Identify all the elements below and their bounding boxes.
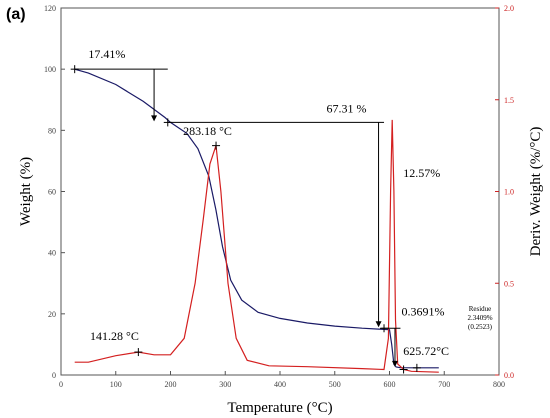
y-right-tick-label: 0.5 <box>504 279 514 288</box>
loss-1-arrowhead <box>151 115 158 122</box>
peak-2-label: 141.28 °C <box>90 329 139 343</box>
x-tick-label: 700 <box>438 380 450 389</box>
x-tick-label: 400 <box>274 380 286 389</box>
peak-3-label: 625.72°C <box>403 344 449 358</box>
plot-frame <box>60 7 500 376</box>
x-tick-label: 600 <box>384 380 396 389</box>
y-right-tick-label: 1.5 <box>504 96 514 105</box>
panel-label: (a) <box>6 6 26 23</box>
peak-1-label: 283.18 °C <box>183 124 232 138</box>
y-right-tick-label: 1.0 <box>504 188 514 197</box>
residue-extra: (0.2523) <box>468 323 493 331</box>
x-tick-label: 0 <box>59 380 63 389</box>
y-left-tick-label: 60 <box>48 188 56 197</box>
y-right-tick-label: 2.0 <box>504 4 514 13</box>
y-left-tick-label: 80 <box>48 126 56 135</box>
x-tick-label: 300 <box>219 380 231 389</box>
residue-title: Residue <box>469 305 492 313</box>
x-axis-label: Temperature (°C) <box>227 400 332 416</box>
loss-2-label: 67.31 % <box>327 101 367 115</box>
loss-2-arrowhead <box>375 321 382 328</box>
deriv-weight-curve <box>74 119 439 373</box>
weight-curve <box>74 68 439 369</box>
loss-1-label: 17.41% <box>88 47 125 61</box>
loss-4-arrowhead <box>391 360 398 367</box>
y-left-tick-label: 40 <box>48 249 56 258</box>
loss-4-label: 0.3691% <box>402 304 445 318</box>
y-left-tick-label: 0 <box>52 371 56 380</box>
x-tick-label: 800 <box>493 380 505 389</box>
x-tick-label: 200 <box>165 380 177 389</box>
loss-3-label: 12.57% <box>403 166 440 180</box>
y-right-tick-label: 0.0 <box>504 371 514 380</box>
x-tick-label: 500 <box>329 380 341 389</box>
y-left-tick-label: 120 <box>44 4 56 13</box>
x-tick-label: 100 <box>110 380 122 389</box>
residue-value: 2.3409% <box>467 314 492 322</box>
y-left-tick-label: 20 <box>48 310 56 319</box>
y-left-tick-label: 100 <box>44 65 56 74</box>
y-right-axis-label: Deriv. Weight (%/°C) <box>528 127 544 257</box>
y-left-axis-label: Weight (%) <box>18 157 34 226</box>
